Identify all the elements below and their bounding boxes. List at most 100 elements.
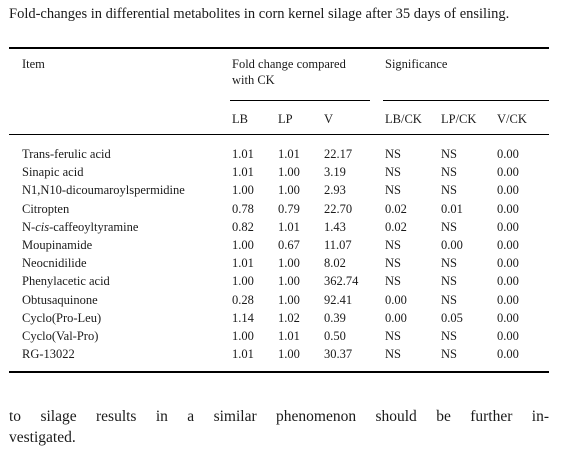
cell-lp-ck: NS [441, 256, 457, 271]
header-significance: Significance [385, 57, 448, 71]
cell-lb: 1.00 [232, 329, 254, 343]
header-lp-ck: LP/CK [441, 112, 477, 126]
cell-lp: 1.00 [278, 347, 300, 362]
cell-item: RG-13022 [22, 347, 75, 362]
cell-lp: 1.01 [278, 219, 300, 234]
cell-lb-ck: 0.02 [385, 219, 407, 234]
cell-v: 0.39 [324, 310, 346, 325]
cell-lb: 1.14 [232, 310, 254, 325]
cell-v: 92.41 [324, 292, 353, 307]
cell-v: 22.70 [324, 201, 353, 216]
cell-lp-ck: NS [441, 219, 457, 234]
cell-lb: 1.01 [232, 347, 254, 362]
table-bottom-rule [9, 371, 549, 373]
cell-item: Neocnidilide [22, 256, 87, 271]
cell-v-ck: 0.00 [497, 238, 519, 252]
cell-lp: 0.67 [278, 238, 300, 252]
body-text-line2: vestigated. [9, 429, 76, 446]
cell-lp: 1.00 [278, 183, 300, 198]
table-caption: Fold-changes in differential metabolites… [9, 6, 510, 22]
cell-lp-ck: NS [441, 183, 457, 198]
cell-lp-ck: NS [441, 165, 457, 180]
cell-v-ck: 0.00 [497, 147, 519, 161]
cell-lp: 1.00 [278, 256, 300, 271]
cell-lb-ck: NS [385, 165, 401, 180]
cell-item: Moupinamide [22, 238, 93, 252]
cell-lp: 0.79 [278, 201, 300, 216]
cell-lp-ck: 0.05 [441, 310, 463, 325]
cell-v-ck: 0.00 [497, 329, 519, 343]
cell-lp-ck: NS [441, 292, 457, 307]
header-lb-ck: LB/CK [385, 112, 422, 126]
cell-lb-ck: NS [385, 183, 401, 198]
cell-lb-ck: NS [385, 347, 401, 362]
cell-lb: 0.82 [232, 219, 254, 234]
cell-v-ck: 0.00 [497, 310, 519, 325]
cell-v: 0.50 [324, 329, 346, 343]
header-bottom-rule [9, 134, 549, 135]
cell-item: N-cis-caffeoyltyramine [22, 219, 138, 235]
cell-v: 362.74 [324, 274, 359, 289]
cell-lb-ck: 0.00 [385, 292, 407, 307]
cell-lb-ck: NS [385, 256, 401, 271]
cell-lb: 0.78 [232, 201, 254, 216]
cell-lp-ck: 0.01 [441, 201, 463, 216]
header-lb: LB [232, 112, 248, 126]
cell-lp: 1.00 [278, 274, 300, 289]
cell-item-italic: cis [35, 219, 50, 234]
cell-lb: 1.00 [232, 274, 254, 289]
cell-item: Sinapic acid [22, 165, 84, 180]
cell-v-ck: 0.00 [497, 256, 519, 271]
table-top-rule [9, 47, 549, 49]
cell-v-ck: 0.00 [497, 165, 519, 180]
cell-item: Trans-ferulic acid [22, 147, 111, 161]
cell-v-ck: 0.00 [497, 183, 519, 198]
cell-v: 3.19 [324, 165, 346, 180]
cell-item: Citropten [22, 201, 70, 216]
cell-lb-ck: NS [385, 329, 401, 343]
cell-lb-ck: 0.02 [385, 201, 407, 216]
cell-lb-ck: NS [385, 238, 401, 252]
header-item: Item [22, 57, 45, 71]
cell-lb: 0.28 [232, 292, 254, 307]
cell-item-suffix: -caffeoyltyramine [49, 219, 139, 234]
cell-lp: 1.00 [278, 165, 300, 180]
cell-v: 30.37 [324, 347, 353, 362]
cell-lb: 1.00 [232, 238, 254, 252]
cell-lp-ck: NS [441, 147, 457, 161]
cell-v: 8.02 [324, 256, 346, 271]
fold-change-span-rule [230, 100, 370, 101]
cell-v-ck: 0.00 [497, 201, 519, 216]
cell-lp: 1.02 [278, 310, 300, 325]
cell-v-ck: 0.00 [497, 274, 519, 289]
cell-v-ck: 0.00 [497, 292, 519, 307]
cell-lb: 1.01 [232, 256, 254, 271]
body-text-line1: to silage results in a similar phenomeno… [9, 408, 549, 425]
cell-v-ck: 0.00 [497, 347, 519, 362]
cell-lp-ck: NS [441, 274, 457, 289]
cell-v: 11.07 [324, 238, 352, 252]
cell-lb-ck: NS [385, 274, 401, 289]
cell-lb: 1.01 [232, 147, 254, 161]
cell-v-ck: 0.00 [497, 219, 519, 234]
cell-lp-ck: NS [441, 329, 457, 343]
cell-v: 2.93 [324, 183, 346, 198]
cell-item: Phenylacetic acid [22, 274, 110, 289]
cell-item: N1,N10-dicoumaroylspermidine [22, 183, 185, 198]
cell-lp: 1.01 [278, 147, 300, 161]
cell-lp-ck: 0.00 [441, 238, 463, 252]
cell-lp: 1.01 [278, 329, 300, 343]
cell-lb-ck: NS [385, 147, 401, 161]
cell-lp: 1.00 [278, 292, 300, 307]
cell-lb: 1.01 [232, 165, 254, 180]
cell-item: Cyclo(Val-Pro) [22, 329, 99, 343]
header-lp: LP [278, 112, 293, 126]
cell-lb-ck: 0.00 [385, 310, 407, 325]
cell-item: Obtusaquinone [22, 292, 98, 307]
cell-item-prefix: N- [22, 219, 36, 234]
cell-lb: 1.00 [232, 183, 254, 198]
significance-span-rule [383, 100, 549, 101]
header-fold-change-line2: with CK [232, 73, 275, 87]
header-fold-change-line1: Fold change compared [232, 57, 346, 71]
cell-item: Cyclo(Pro-Leu) [22, 310, 102, 325]
